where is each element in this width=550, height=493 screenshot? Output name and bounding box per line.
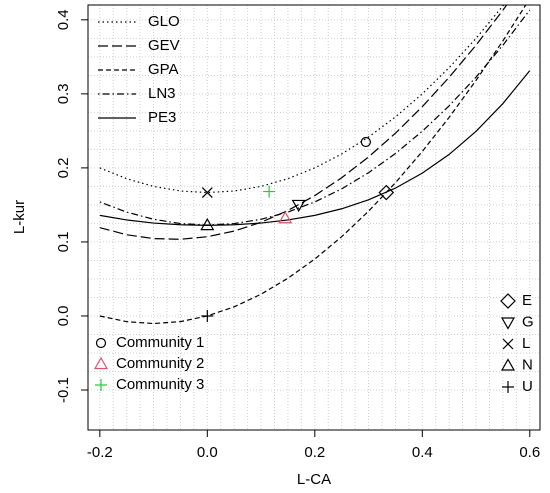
legend-label: E: [522, 292, 532, 309]
x-tick-label: 0.0: [197, 444, 218, 461]
legend-label: GLO: [148, 13, 180, 30]
x-tick-label: -0.2: [87, 444, 113, 461]
y-tick-label: 0.2: [55, 157, 72, 178]
legend-symbol: [500, 317, 516, 330]
community-point: [263, 185, 276, 198]
distribution-point: [201, 187, 213, 198]
legend-label: N: [522, 356, 533, 373]
legend-symbol: [500, 293, 516, 309]
curves: [99, 5, 531, 325]
legend-label: Community 2: [116, 355, 204, 372]
legend-label: L: [522, 335, 530, 352]
legend-label: U: [522, 378, 533, 395]
legend-symbol: [95, 379, 107, 391]
legend-label: GPA: [148, 61, 179, 78]
distribution-point: [201, 309, 214, 322]
curve: [99, 70, 531, 226]
x-tick-label: 0.4: [412, 444, 433, 461]
x-tick-label: 0.6: [519, 444, 540, 461]
y-tick-label: -0.1: [55, 377, 72, 403]
legend-label: PE3: [148, 109, 176, 126]
legend-symbol: [500, 358, 516, 371]
y-tick-label: 0.3: [55, 83, 72, 104]
y-tick-label: 0.4: [55, 9, 72, 30]
legend-label: Community 1: [116, 334, 204, 351]
legend-symbol: [95, 337, 107, 349]
y-tick-label: 0.1: [55, 232, 72, 253]
distribution-point: [291, 199, 306, 213]
legend-label: GEV: [148, 37, 180, 54]
grid: [88, 5, 540, 430]
community-point: [278, 211, 293, 224]
distribution-point: [200, 217, 215, 231]
distribution-point: [378, 184, 395, 201]
community-point: [360, 136, 371, 148]
legend-symbol: [93, 356, 109, 370]
points: [200, 136, 395, 322]
plot-frame: [87, 4, 541, 431]
legend-symbol: [502, 381, 514, 393]
y-tick-label: 0.0: [55, 306, 72, 327]
curve: [99, 5, 527, 325]
x-axis-label: L-CA: [297, 471, 331, 488]
y-axis-label: L-kur: [11, 200, 28, 234]
x-tick-label: 0.2: [304, 444, 325, 461]
legend-label: LN3: [148, 85, 176, 102]
legend-label: Community 3: [116, 376, 204, 393]
legend-symbol: [502, 338, 514, 350]
legend-label: G: [522, 313, 534, 330]
curve: [99, 5, 508, 240]
curve: [99, 9, 531, 226]
